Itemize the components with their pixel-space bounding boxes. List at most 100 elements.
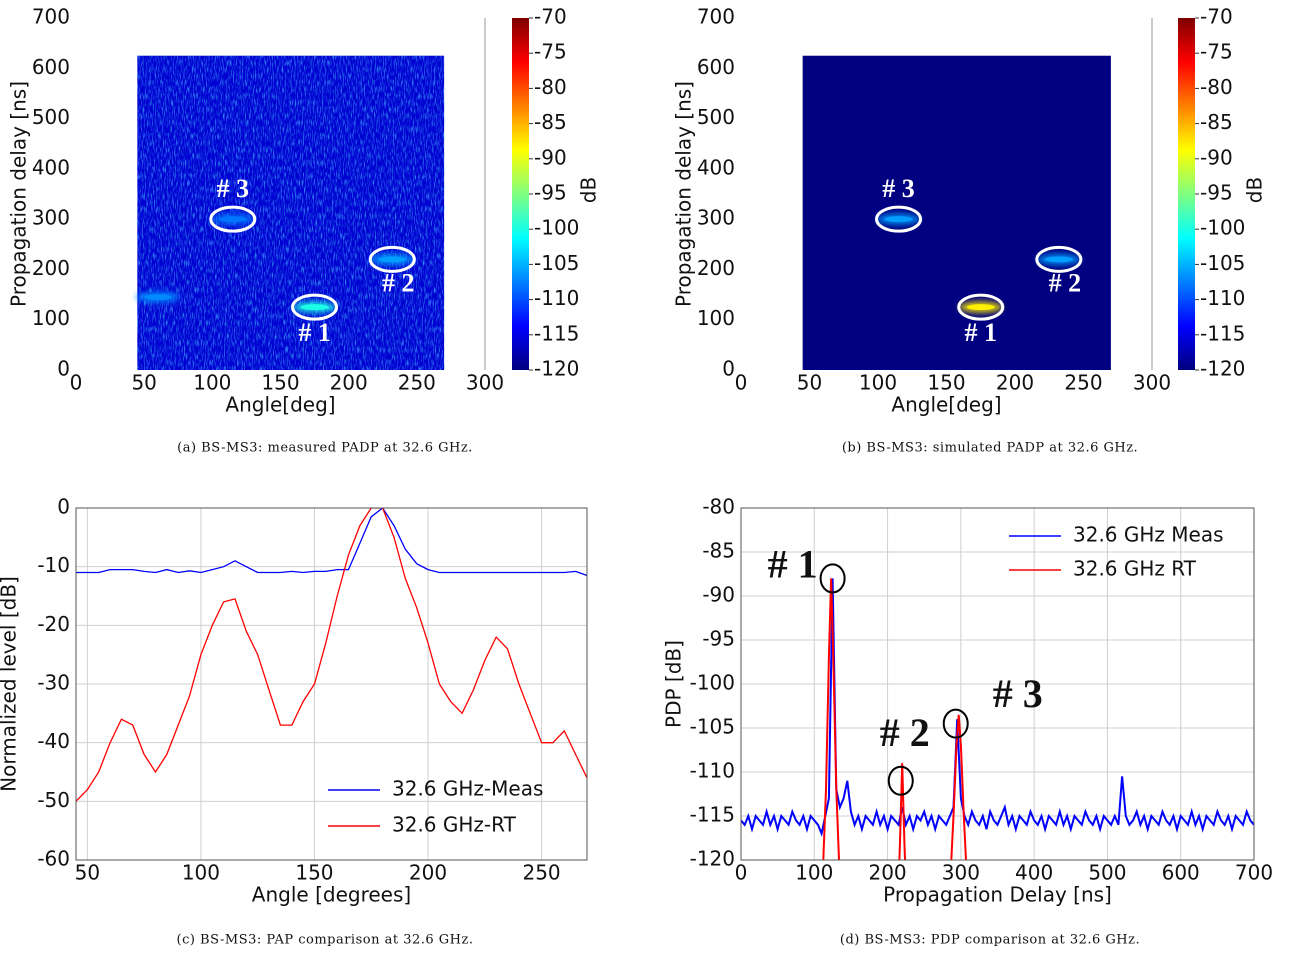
y-tick-label: -80	[702, 495, 735, 519]
x-tick-label: 300	[466, 371, 504, 395]
x-tick-label: 100	[182, 861, 220, 885]
y-tick-label: -95	[702, 627, 735, 651]
annotation-label: # 1	[298, 318, 331, 347]
x-tick-label: 150	[261, 371, 299, 395]
x-tick-label: 250	[1064, 371, 1102, 395]
y-tick-label: 400	[32, 155, 70, 179]
heatmap-noise	[137, 55, 445, 370]
panel: 0 50 100 150 200 250 300 0 100 200 300 400 500 600 700…	[7, 5, 601, 456]
y-tick-label: -120	[690, 847, 735, 871]
legend-label: 32.6 GHz-RT	[392, 813, 517, 837]
x-tick-label: 0	[735, 861, 748, 885]
y-tick-label: 300	[32, 206, 70, 230]
y-tick-label: 100	[697, 306, 735, 330]
x-tick-label: 200	[996, 371, 1034, 395]
plot-frame	[75, 507, 588, 861]
y-tick-label: -50	[37, 788, 70, 812]
colorbar-tick-label: -70	[534, 5, 567, 29]
annotation-label: # 3	[882, 174, 915, 203]
x-tick-label: 150	[927, 371, 965, 395]
annotation-ellipse	[368, 245, 416, 273]
heatmap-background	[802, 55, 1111, 370]
x-tick-label: 300	[1133, 371, 1171, 395]
annotation-ellipse	[209, 205, 257, 233]
y-tick-label: -115	[690, 803, 735, 827]
x-tick-label: 50	[797, 371, 822, 395]
y-tick-label: -100	[690, 671, 735, 695]
x-tick-label: 0	[735, 371, 748, 395]
x-tick-label: 0	[70, 371, 83, 395]
legend-label: 32.6 GHz-Meas	[392, 777, 543, 801]
x-tick-label: 600	[1162, 861, 1200, 885]
y-tick-label: -105	[690, 715, 735, 739]
x-axis-label: Propagation Delay [ns]	[883, 883, 1112, 907]
y-tick-label: 300	[697, 206, 735, 230]
annotation-label: # 2	[1049, 268, 1082, 297]
series-line	[76, 508, 587, 802]
colorbar-tick-label: -120	[534, 357, 579, 381]
hotspot	[143, 294, 172, 301]
y-tick-label: 700	[32, 5, 70, 29]
colorbar-tick-label: -105	[1200, 251, 1245, 275]
colorbar-label: dB	[577, 177, 601, 203]
x-tick-label: 400	[1015, 861, 1053, 885]
colorbar	[1178, 18, 1195, 370]
colorbar-tick-label: -100	[534, 216, 579, 240]
series-line	[76, 508, 587, 577]
colorbar-tick-label: -90	[1200, 145, 1233, 169]
panel: 0 50 100 150 200 250 300 0 100 200 300 400 500 600 700…	[672, 5, 1267, 456]
colorbar-tick-label: -110	[534, 286, 579, 310]
y-tick-label: 500	[697, 105, 735, 129]
hotspot	[218, 216, 247, 223]
colorbar-tick-label: -90	[534, 145, 567, 169]
x-tick-label: 100	[859, 371, 897, 395]
colorbar	[512, 18, 529, 370]
y-tick-label: 600	[32, 55, 70, 79]
annotation-label: # 1	[965, 318, 998, 347]
panel: 0 100 200 300 400 500 600 700 -80 -85 -90 -95 -100 -1…	[662, 495, 1274, 948]
hotspot	[300, 304, 329, 311]
x-tick-label: 200	[409, 861, 447, 885]
annotation-ellipse	[957, 293, 1005, 321]
annotation-label: # 2	[382, 268, 415, 297]
series-line	[741, 578, 1254, 837]
series-line	[822, 578, 968, 860]
annotation-ellipse	[875, 205, 923, 233]
legend-label: 32.6 GHz Meas	[1073, 523, 1224, 547]
colorbar-tick-label: -95	[534, 181, 567, 205]
y-tick-label: 100	[32, 306, 70, 330]
y-tick-label: -30	[37, 671, 70, 695]
y-tick-label: 700	[697, 5, 735, 29]
annotation-circle	[887, 765, 914, 796]
colorbar-tick-label: -115	[1200, 321, 1245, 345]
y-tick-label: -40	[37, 729, 70, 753]
colorbar-tick-label: -75	[534, 40, 567, 64]
y-tick-label: -10	[37, 553, 70, 577]
colorbar-tick-label: -105	[534, 251, 579, 275]
annotation-circle	[819, 563, 846, 594]
caption: (a) BS-MS3: measured PADP at 32.6 GHz.	[177, 441, 473, 456]
y-tick-label: -60	[37, 847, 70, 871]
annotation-label: # 3	[993, 671, 1043, 716]
y-tick-label: 0	[57, 495, 70, 519]
x-tick-label: 250	[398, 371, 436, 395]
y-tick-label: -90	[702, 583, 735, 607]
hotspot	[378, 256, 407, 263]
y-tick-label: 200	[697, 256, 735, 280]
x-axis-label: Angle[deg]	[891, 393, 1001, 417]
legend-label: 32.6 GHz RT	[1073, 557, 1197, 581]
x-tick-label: 500	[1088, 861, 1126, 885]
y-tick-label: 0	[57, 357, 70, 381]
colorbar-tick-label: -95	[1200, 181, 1233, 205]
y-tick-label: 0	[722, 357, 735, 381]
hotspot	[884, 216, 913, 223]
y-axis-label: PDP [dB]	[662, 640, 686, 728]
y-axis-label: Propagation delay [ns]	[672, 81, 696, 307]
x-tick-label: 700	[1235, 861, 1273, 885]
caption: (d) BS-MS3: PDP comparison at 32.6 GHz.	[840, 933, 1140, 948]
y-tick-label: -85	[702, 539, 735, 563]
colorbar-tick-label: -100	[1200, 216, 1245, 240]
annotation-ellipse	[291, 293, 339, 321]
hotspot	[1044, 256, 1073, 263]
